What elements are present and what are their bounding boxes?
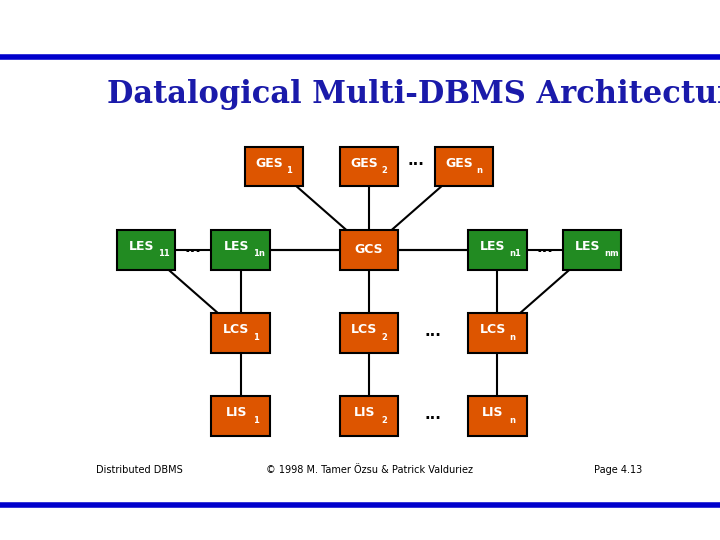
Text: Distributed DBMS: Distributed DBMS [96,465,182,475]
FancyBboxPatch shape [340,147,398,186]
FancyBboxPatch shape [435,147,493,186]
Text: Datalogical Multi-DBMS Architecture: Datalogical Multi-DBMS Architecture [107,79,720,110]
FancyBboxPatch shape [340,230,398,269]
Text: LES: LES [575,240,600,253]
Text: 11: 11 [158,249,170,259]
Text: 1: 1 [253,333,258,342]
FancyBboxPatch shape [468,396,526,436]
Text: 1n: 1n [253,249,265,259]
Text: ...: ... [425,407,441,422]
Text: LCS: LCS [223,323,249,336]
FancyBboxPatch shape [468,230,526,269]
Text: GES: GES [256,157,284,170]
Text: 1: 1 [253,416,258,425]
Text: ...: ... [536,240,553,255]
Text: n1: n1 [510,249,521,259]
Text: GCS: GCS [355,244,383,256]
Text: 2: 2 [382,166,387,176]
Text: LES: LES [129,240,154,253]
Text: LCS: LCS [351,323,378,336]
FancyBboxPatch shape [563,230,621,269]
Text: nm: nm [605,249,619,259]
Text: 2: 2 [382,333,387,342]
Text: ...: ... [425,324,441,339]
Text: GES: GES [446,157,473,170]
Text: ...: ... [408,153,425,168]
Text: LES: LES [480,240,505,253]
Text: LIS: LIS [482,406,503,420]
Text: LIS: LIS [225,406,247,420]
Text: 1: 1 [287,166,292,176]
FancyBboxPatch shape [212,396,270,436]
Text: LIS: LIS [354,406,375,420]
Text: ...: ... [185,240,202,255]
FancyBboxPatch shape [340,396,398,436]
Text: © 1998 M. Tamer Özsu & Patrick Valduriez: © 1998 M. Tamer Özsu & Patrick Valduriez [266,465,472,475]
Text: 2: 2 [382,416,387,425]
FancyBboxPatch shape [117,230,175,269]
FancyBboxPatch shape [212,313,270,353]
FancyBboxPatch shape [340,313,398,353]
Text: LCS: LCS [480,323,506,336]
Text: Page 4.13: Page 4.13 [594,465,642,475]
FancyBboxPatch shape [245,147,303,186]
Text: n: n [510,333,516,342]
FancyBboxPatch shape [212,230,270,269]
Text: n: n [476,166,482,176]
Text: n: n [510,416,516,425]
FancyBboxPatch shape [468,313,526,353]
Text: LES: LES [223,240,249,253]
Text: GES: GES [351,157,379,170]
